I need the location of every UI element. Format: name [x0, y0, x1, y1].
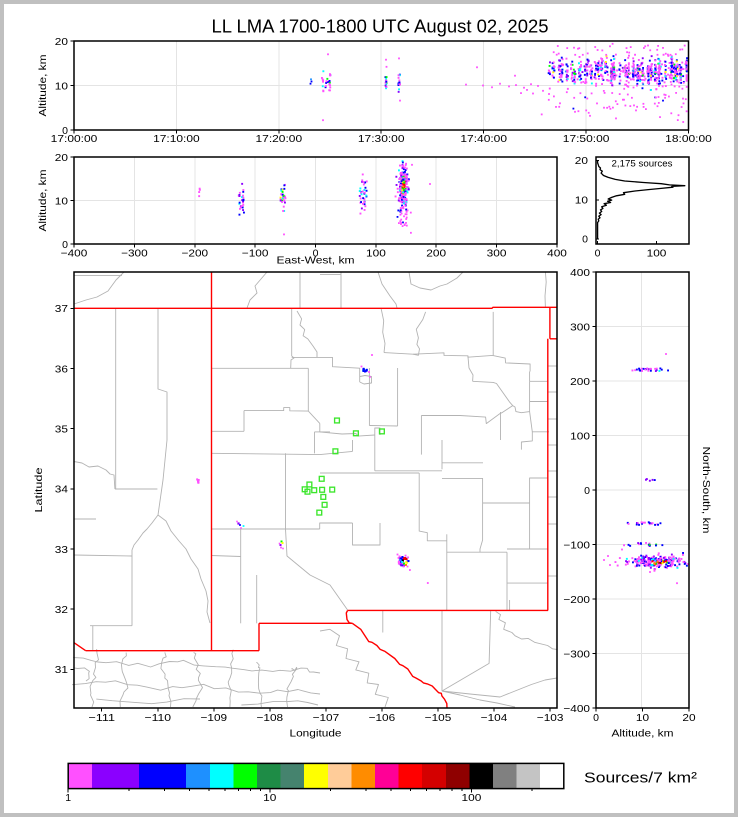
svg-text:−105: −105	[425, 712, 452, 724]
svg-text:37: 37	[55, 303, 68, 315]
svg-text:−400: −400	[61, 247, 88, 259]
svg-text:1: 1	[65, 792, 71, 804]
svg-text:20: 20	[575, 155, 588, 167]
svg-text:20: 20	[55, 36, 68, 48]
svg-text:−103: −103	[537, 712, 564, 724]
svg-text:−200: −200	[182, 247, 209, 259]
svg-text:0: 0	[313, 247, 319, 259]
svg-text:−111: −111	[88, 712, 115, 724]
svg-text:−109: −109	[201, 712, 228, 724]
svg-text:20: 20	[682, 712, 695, 724]
svg-text:10: 10	[55, 195, 68, 207]
svg-text:100: 100	[570, 430, 590, 442]
svg-text:300: 300	[487, 247, 507, 259]
svg-text:17:10:00: 17:10:00	[153, 133, 200, 145]
svg-text:−110: −110	[145, 712, 172, 724]
svg-text:10: 10	[636, 712, 649, 724]
svg-text:Altitude, km: Altitude, km	[38, 55, 49, 117]
svg-text:0: 0	[62, 239, 68, 251]
svg-text:300: 300	[570, 321, 590, 333]
svg-text:17:50:00: 17:50:00	[563, 133, 610, 145]
svg-text:0: 0	[593, 712, 599, 724]
svg-text:400: 400	[547, 247, 567, 259]
svg-text:−300: −300	[563, 648, 590, 660]
svg-text:−200: −200	[563, 594, 590, 606]
svg-text:0: 0	[62, 125, 68, 137]
svg-text:100: 100	[366, 247, 386, 259]
svg-text:Sources/7 km²: Sources/7 km²	[584, 769, 697, 786]
svg-text:100: 100	[647, 247, 667, 259]
svg-text:−400: −400	[563, 703, 590, 715]
svg-text:LL LMA 1700-1800 UTC August 02: LL LMA 1700-1800 UTC August 02, 2025	[212, 16, 549, 37]
svg-text:North-South, km: North-South, km	[700, 447, 711, 534]
svg-text:−107: −107	[313, 712, 340, 724]
svg-text:−100: −100	[563, 539, 590, 551]
svg-text:31: 31	[55, 664, 68, 676]
svg-text:0: 0	[584, 485, 590, 497]
svg-text:10: 10	[263, 792, 276, 804]
svg-text:400: 400	[570, 267, 590, 279]
svg-text:18:00:00: 18:00:00	[665, 133, 712, 145]
svg-text:East-West, km: East-West, km	[277, 256, 355, 267]
svg-text:17:20:00: 17:20:00	[256, 133, 303, 145]
svg-text:35: 35	[55, 423, 68, 435]
svg-text:Altitude, km: Altitude, km	[38, 170, 49, 232]
svg-text:−108: −108	[257, 712, 284, 724]
svg-text:−106: −106	[369, 712, 396, 724]
svg-text:32: 32	[55, 604, 68, 616]
svg-text:10: 10	[575, 194, 588, 206]
svg-text:100: 100	[462, 792, 482, 804]
svg-text:−300: −300	[121, 247, 148, 259]
svg-text:34: 34	[55, 484, 68, 496]
svg-text:200: 200	[570, 376, 590, 388]
svg-text:200: 200	[426, 247, 446, 259]
svg-text:2,175 sources: 2,175 sources	[612, 159, 673, 170]
svg-text:17:00:00: 17:00:00	[51, 133, 98, 145]
svg-text:20: 20	[55, 152, 68, 164]
svg-text:17:30:00: 17:30:00	[358, 133, 405, 145]
svg-text:36: 36	[55, 363, 68, 375]
svg-text:17:40:00: 17:40:00	[460, 133, 507, 145]
svg-text:Latitude: Latitude	[34, 467, 45, 512]
svg-text:0: 0	[595, 247, 601, 259]
svg-text:Longitude: Longitude	[290, 729, 342, 740]
svg-text:−100: −100	[242, 247, 269, 259]
svg-text:33: 33	[55, 544, 68, 556]
svg-text:Altitude, km: Altitude, km	[612, 729, 674, 740]
svg-text:−104: −104	[481, 712, 508, 724]
svg-text:0: 0	[582, 234, 588, 246]
svg-text:10: 10	[55, 80, 68, 92]
